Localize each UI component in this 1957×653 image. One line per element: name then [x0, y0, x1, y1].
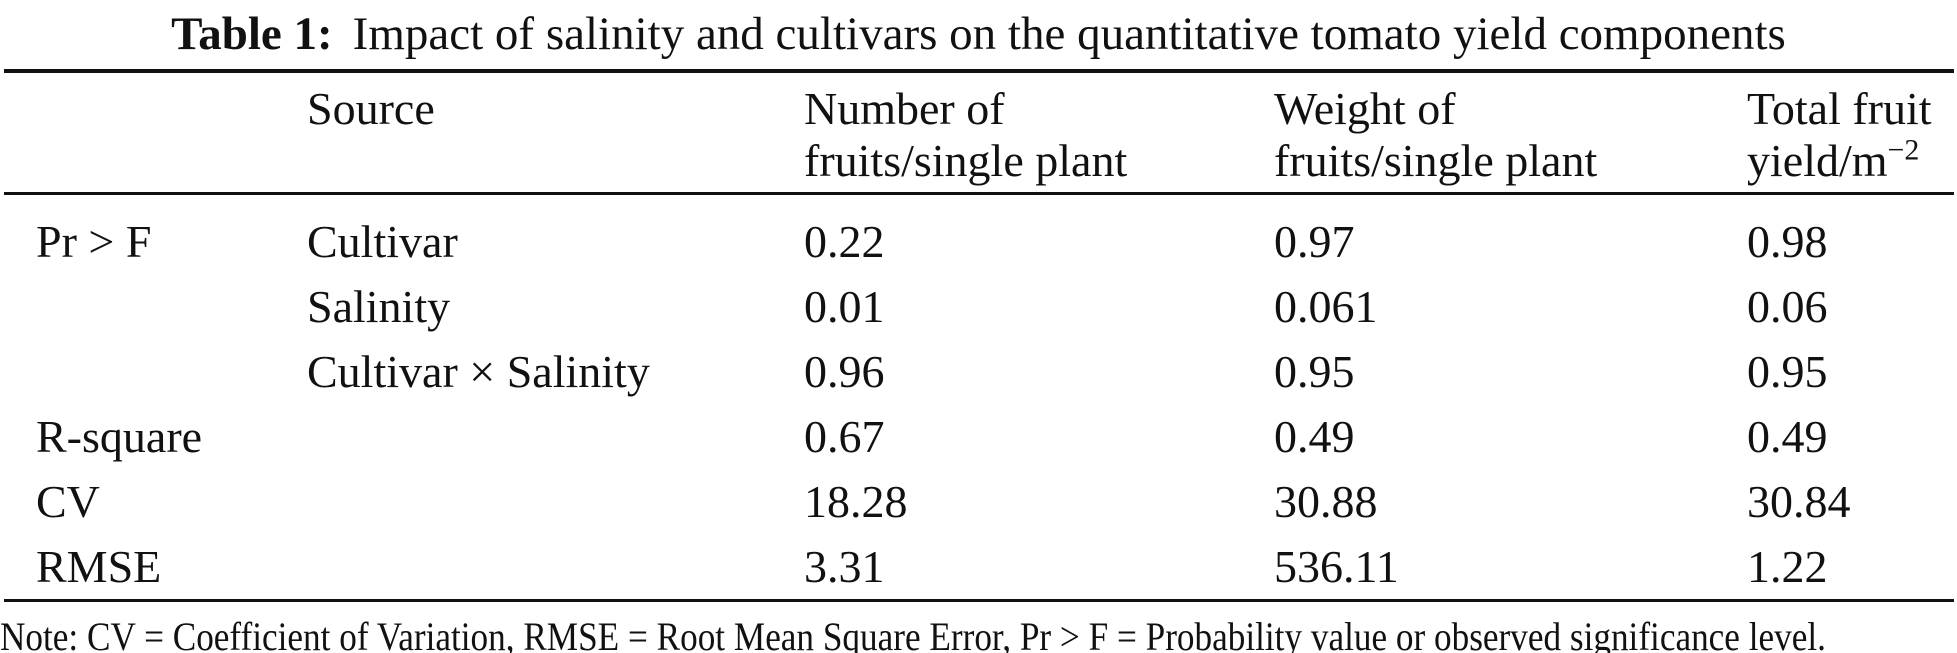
cell-number: 3.31 — [804, 541, 885, 592]
cell-stub: R-square — [36, 411, 203, 462]
col-header-total-line2: yield/m — [1747, 135, 1888, 186]
table-row: RMSE 3.31 536.11 1.22 — [4, 534, 1954, 601]
col-header-total-exponent: −2 — [1887, 133, 1920, 167]
col-header-weight-line2: fruits/single plant — [1274, 135, 1598, 186]
cell-total: 30.84 — [1747, 476, 1851, 527]
cell-source: Salinity — [307, 281, 451, 332]
table-row: Pr > F Cultivar 0.22 0.97 0.98 — [4, 194, 1954, 275]
cell-total: 1.22 — [1747, 541, 1828, 592]
col-header-number-of-fruits: Number of fruits/single plant — [804, 71, 1274, 195]
results-table: Source Number of fruits/single plant Wei… — [4, 69, 1954, 602]
cell-source: Cultivar — [307, 216, 458, 267]
col-header-source: Source — [307, 71, 804, 195]
cell-total: 0.98 — [1747, 216, 1828, 267]
cell-weight: 0.49 — [1274, 411, 1355, 462]
cell-source: Cultivar × Salinity — [307, 346, 650, 397]
cell-number: 18.28 — [804, 476, 908, 527]
cell-source — [307, 404, 804, 469]
cell-number: 0.22 — [804, 216, 885, 267]
col-header-total-line1: Total fruit — [1747, 83, 1932, 134]
table-row: Cultivar × Salinity 0.96 0.95 0.95 — [4, 339, 1954, 404]
cell-weight: 0.97 — [1274, 216, 1355, 267]
cell-source — [307, 534, 804, 601]
table-row: Salinity 0.01 0.061 0.06 — [4, 274, 1954, 339]
col-header-weight-line1: Weight of — [1274, 83, 1456, 134]
cell-stub: RMSE — [36, 541, 162, 592]
cell-weight: 536.11 — [1274, 541, 1399, 592]
cell-total: 0.49 — [1747, 411, 1828, 462]
cell-weight: 0.95 — [1274, 346, 1355, 397]
cell-weight: 30.88 — [1274, 476, 1378, 527]
cell-source — [307, 469, 804, 534]
table-caption-label: Table 1: — [171, 8, 333, 60]
cell-total: 0.06 — [1747, 281, 1828, 332]
cell-stub — [4, 339, 307, 404]
table-caption-text: Impact of salinity and cultivars on the … — [352, 8, 1786, 60]
table-caption: Table 1: Impact of salinity and cultivars… — [0, 6, 1957, 62]
col-header-number-line1: Number of — [804, 83, 1005, 134]
cell-stub: Pr > F — [36, 216, 152, 267]
cell-number: 0.67 — [804, 411, 885, 462]
table-row: CV 18.28 30.88 30.84 — [4, 469, 1954, 534]
col-header-weight-of-fruits: Weight of fruits/single plant — [1274, 71, 1747, 195]
cell-total: 0.95 — [1747, 346, 1828, 397]
table-row: R-square 0.67 0.49 0.49 — [4, 404, 1954, 469]
cell-weight: 0.061 — [1274, 281, 1378, 332]
cell-stub — [4, 274, 307, 339]
col-header-number-line2: fruits/single plant — [804, 135, 1128, 186]
cell-number: 0.01 — [804, 281, 885, 332]
col-header-stub — [4, 71, 307, 195]
table-footnote: Note: CV = Coefficient of Variation, RMS… — [0, 614, 1826, 653]
cell-stub: CV — [36, 476, 100, 527]
col-header-total-yield: Total fruit yield/m−2 — [1747, 71, 1954, 195]
cell-number: 0.96 — [804, 346, 885, 397]
header-row: Source Number of fruits/single plant Wei… — [4, 71, 1954, 195]
